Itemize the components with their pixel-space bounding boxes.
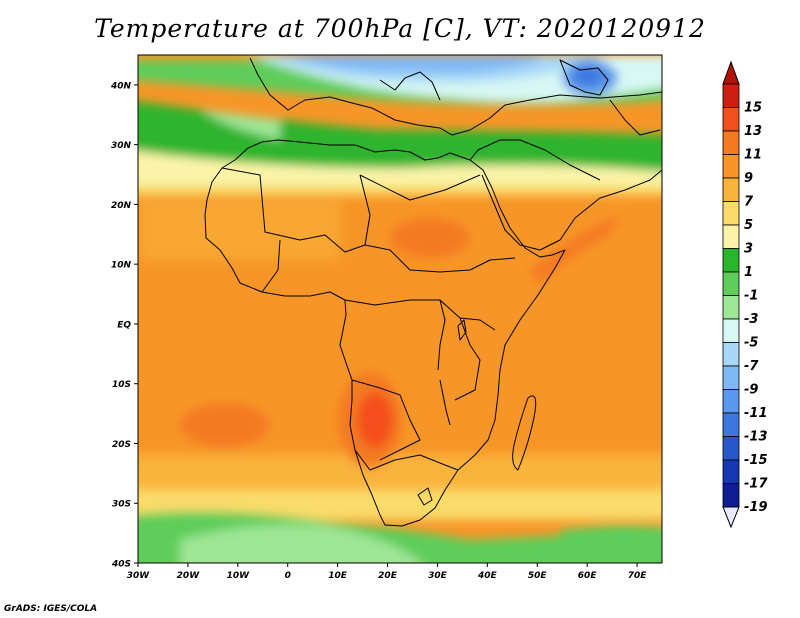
lon-tick-label: 70E	[628, 571, 648, 581]
colorbar-swatch	[722, 130, 740, 155]
colorbar-top-triangle	[722, 60, 740, 85]
colorbar-swatch	[722, 365, 740, 390]
colorbar-swatch	[722, 295, 740, 320]
colorbar-swatch	[722, 248, 740, 273]
colorbar-swatch	[722, 436, 740, 461]
map-frame	[137, 54, 663, 564]
lat-tick-label: 10N	[111, 261, 132, 271]
colorbar-label: -1	[744, 289, 758, 304]
colorbar-label: -11	[744, 406, 768, 421]
colorbar-swatch	[722, 107, 740, 132]
lon-tick-label: 20E	[378, 571, 398, 581]
colorbar-swatch	[722, 271, 740, 296]
colorbar-label: 1	[744, 265, 753, 280]
colorbar-swatch	[722, 177, 740, 202]
lat-tick-label: 40N	[110, 81, 132, 91]
colorbar-label: -7	[744, 359, 759, 374]
lat-tick-label: 20N	[111, 201, 132, 211]
colorbar-label: -5	[744, 336, 758, 351]
colorbar-swatch	[722, 459, 740, 484]
lon-tick-label: 20W	[177, 571, 201, 581]
lon-tick-label: 30W	[127, 571, 151, 581]
colorbar-label: 7	[744, 195, 754, 210]
lat-tick-label: 10S	[112, 380, 131, 390]
colorbar: 15 13 11 9 7 5 3 1 -1 -3 -5 -7 -9 -11 -13 -15 -17 -19	[722, 60, 768, 529]
colorbar-swatch	[722, 412, 740, 437]
colorbar-swatch	[722, 483, 740, 508]
colorbar-label: 5	[744, 218, 753, 233]
colorbar-swatch	[722, 342, 740, 367]
latitude-axis: 40N 30N 20N 10N EQ 10S 20S 30S 40S	[110, 81, 138, 570]
colorbar-swatch	[722, 224, 740, 249]
colorbar-label: 3	[744, 242, 753, 257]
lon-tick-label: 40E	[477, 571, 498, 581]
colorbar-swatch	[722, 201, 740, 226]
colorbar-swatch	[722, 83, 740, 108]
coastlines	[204, 57, 662, 527]
colorbar-swatch	[722, 389, 740, 414]
colorbar-label: -3	[744, 312, 758, 327]
lon-tick-label: 10E	[328, 571, 348, 581]
lat-tick-label: 30S	[112, 500, 131, 510]
colorbar-label: -9	[744, 383, 758, 398]
colorbar-label: 9	[744, 171, 753, 186]
lat-tick-label: 20S	[112, 440, 131, 450]
colorbar-swatch	[722, 154, 740, 179]
lon-tick-label: 30E	[428, 571, 448, 581]
colorbar-label: -17	[744, 477, 768, 492]
map-title: Temperature at 700hPa [C], VT: 202012091…	[94, 14, 706, 43]
colorbar-label: -19	[744, 500, 768, 515]
grads-credit: GrADS: IGES/COLA	[4, 604, 98, 614]
lat-tick-label: 30N	[111, 141, 132, 151]
colorbar-label: 13	[744, 124, 762, 139]
colorbar-label: 15	[744, 101, 762, 116]
colorbar-label: -15	[744, 453, 768, 468]
temperature-field	[138, 55, 662, 563]
lon-tick-label: 0	[285, 571, 291, 581]
lon-tick-label: 10W	[227, 571, 251, 581]
lon-tick-label: 60E	[578, 571, 598, 581]
lon-tick-label: 50E	[528, 571, 548, 581]
colorbar-swatch	[722, 318, 740, 343]
longitude-axis: 30W 20W 10W 0 10E 20E 30E 40E 50E 60E 70E	[127, 563, 647, 581]
colorbar-label: 11	[744, 148, 762, 163]
lat-tick-label: 40S	[111, 560, 131, 570]
colorbar-label: -13	[744, 430, 768, 445]
lat-tick-label: EQ	[117, 320, 131, 330]
colorbar-bottom-triangle	[722, 506, 740, 529]
